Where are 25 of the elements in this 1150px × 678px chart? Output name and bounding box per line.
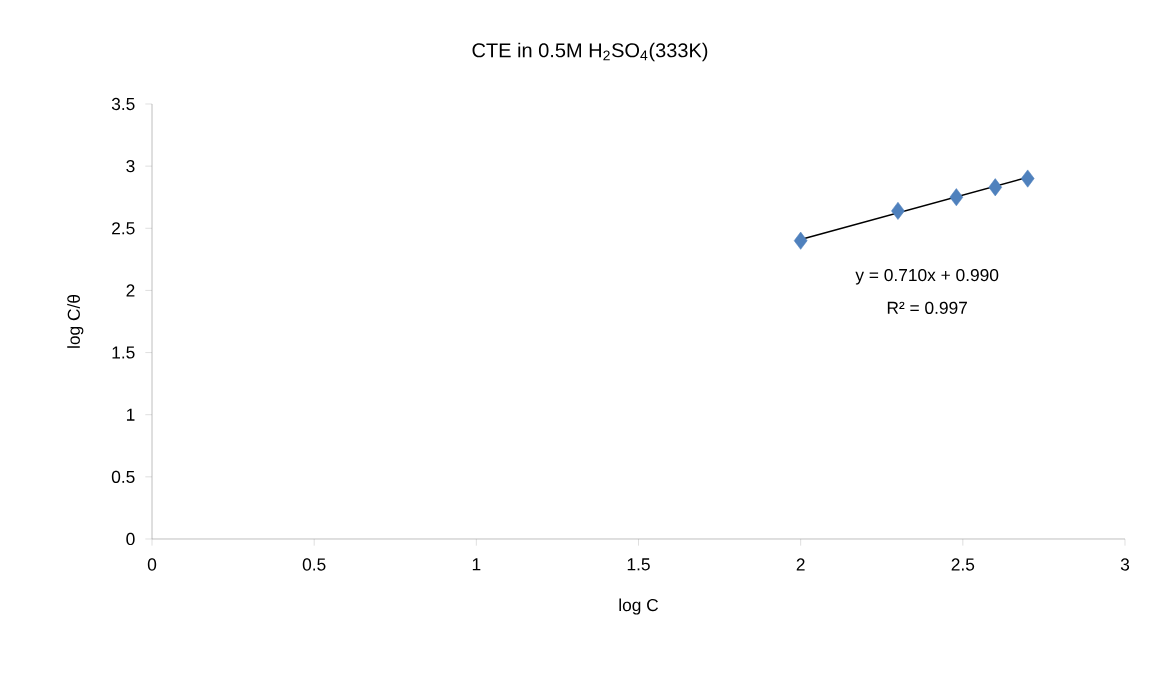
point [1020, 169, 1035, 188]
point [891, 201, 905, 220]
x-tick-label: 2 [796, 558, 805, 571]
y-tick-label: 2 [126, 284, 135, 297]
y-tick-label: 3.5 [111, 97, 135, 111]
x-tick-label: 2.5 [951, 558, 975, 571]
chart-title: CTE in 0.5M H$_{2}$SO$_{4}$(333K) [472, 42, 708, 62]
y-tick-label: 3 [126, 160, 135, 173]
annotation: R² = 0.997 [887, 301, 967, 314]
y-tick-label: 1.5 [112, 346, 135, 359]
y-tick-label: 2.5 [112, 222, 135, 235]
y-tick-label: 1 [126, 408, 135, 421]
x-tick-label: 0.5 [302, 558, 326, 571]
x-tick-label: 3 [1120, 558, 1130, 571]
x-axis-title: log C [619, 598, 659, 615]
point [793, 231, 808, 250]
annotation: y = 0.710x + 0.990 [855, 268, 999, 285]
point [988, 178, 1003, 197]
y-axis-title: log C/θ [67, 294, 84, 348]
point [949, 188, 964, 207]
y-tick-label: 0 [126, 532, 135, 546]
y-tick-label: 0.5 [111, 470, 135, 483]
x-tick-label: 1 [472, 558, 481, 571]
x-tick-label: 0 [147, 558, 157, 571]
x-tick-label: 1.5 [627, 558, 650, 571]
